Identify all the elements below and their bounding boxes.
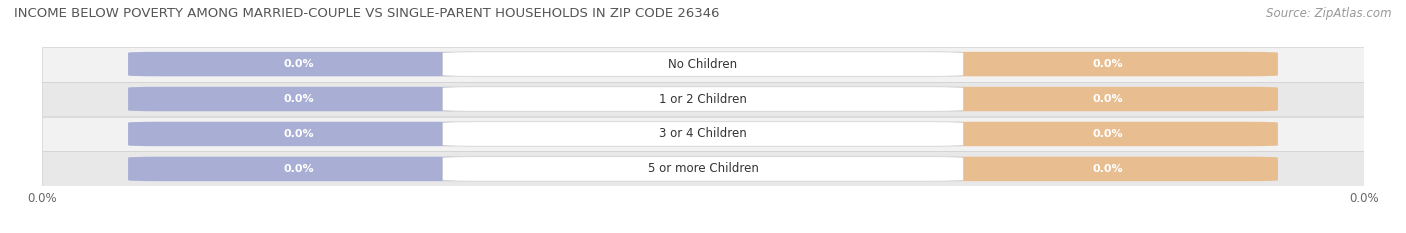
Text: No Children: No Children [668, 58, 738, 71]
FancyBboxPatch shape [128, 87, 470, 111]
Text: 0.0%: 0.0% [1092, 94, 1123, 104]
FancyBboxPatch shape [936, 157, 1278, 181]
Text: 5 or more Children: 5 or more Children [648, 162, 758, 175]
Bar [42, 116, 1364, 151]
Text: 1 or 2 Children: 1 or 2 Children [659, 93, 747, 106]
Text: 0.0%: 0.0% [283, 164, 314, 174]
FancyBboxPatch shape [128, 122, 470, 146]
Text: 0.0%: 0.0% [283, 59, 314, 69]
FancyBboxPatch shape [128, 52, 470, 76]
FancyBboxPatch shape [443, 52, 963, 76]
FancyBboxPatch shape [936, 122, 1278, 146]
FancyBboxPatch shape [128, 157, 470, 181]
Text: 0.0%: 0.0% [1092, 129, 1123, 139]
Text: Source: ZipAtlas.com: Source: ZipAtlas.com [1267, 7, 1392, 20]
Text: 0.0%: 0.0% [283, 94, 314, 104]
Bar [42, 82, 1364, 116]
Bar [42, 47, 1364, 82]
Bar [42, 151, 1364, 186]
FancyBboxPatch shape [936, 87, 1278, 111]
Text: 3 or 4 Children: 3 or 4 Children [659, 127, 747, 140]
FancyBboxPatch shape [443, 122, 963, 146]
FancyBboxPatch shape [443, 87, 963, 111]
FancyBboxPatch shape [936, 52, 1278, 76]
Text: INCOME BELOW POVERTY AMONG MARRIED-COUPLE VS SINGLE-PARENT HOUSEHOLDS IN ZIP COD: INCOME BELOW POVERTY AMONG MARRIED-COUPL… [14, 7, 720, 20]
FancyBboxPatch shape [443, 157, 963, 181]
Text: 0.0%: 0.0% [283, 129, 314, 139]
Text: 0.0%: 0.0% [1092, 164, 1123, 174]
Text: 0.0%: 0.0% [1092, 59, 1123, 69]
